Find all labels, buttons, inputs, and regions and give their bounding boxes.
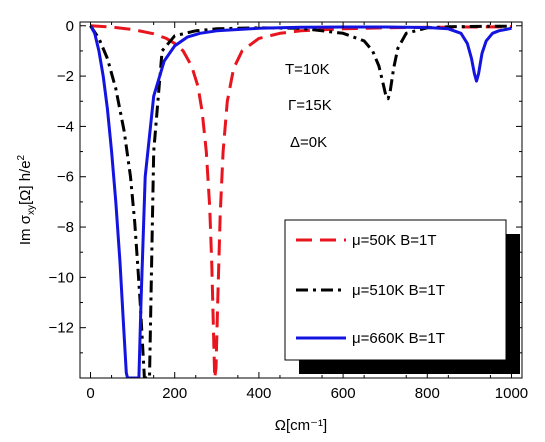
y-axis-label-part: [Ω] h/e [17,160,34,205]
y-tick-label: 0 [66,18,74,35]
x-axis-label: Ω[cm⁻¹] [275,417,327,434]
x-tick-label: 0 [86,385,94,402]
legend-label-0: μ=50K B=1T [352,232,437,249]
plot-frame [79,21,523,379]
axes: 0 200 400 600 800 1000 0 −2 −4 −6 −8 −10 −12 [49,18,529,402]
x-tick-label: 200 [162,385,187,402]
annotation-gamma: Γ=15K [288,97,332,114]
series-line-1 [89,24,512,378]
y-axis-label-part: 2 [16,154,27,160]
x-tick-label: 1000 [495,385,528,402]
legend-label-2: μ=660K B=1T [352,330,445,347]
y-axis-label-part: Im σ [17,214,34,245]
legend: μ=50K B=1T μ=510K B=1T μ=660K B=1T [284,219,520,374]
y-tick-label: −6 [57,169,74,186]
y-tick-label: −12 [49,320,74,337]
series-line-0 [90,24,512,378]
y-tick-label: −10 [49,269,74,286]
legend-label-1: μ=510K B=1T [352,282,445,299]
y-tick-label: −8 [57,219,74,236]
x-tick-label: 400 [246,385,271,402]
y-axis-label-part: xy [26,205,37,215]
x-tick-label: 600 [331,385,356,402]
annotation-temperature: T=10K [285,61,330,78]
y-tick-label: −2 [57,68,74,85]
y-axis-label: Im σxy[Ω] h/e2 [16,154,37,245]
annotation-delta: Δ=0K [290,134,327,151]
x-tick-label: 800 [415,385,440,402]
series-layer [89,24,512,378]
y-tick-label: −4 [57,118,74,135]
series-line-2 [89,25,512,378]
